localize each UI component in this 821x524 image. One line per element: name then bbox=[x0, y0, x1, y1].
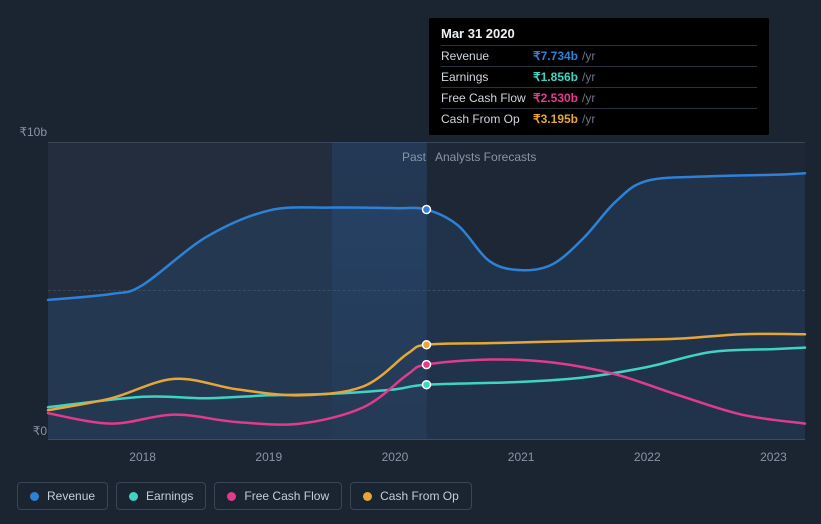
legend-swatch bbox=[129, 492, 138, 501]
y-axis-tick-max: ₹10b bbox=[19, 125, 47, 139]
tooltip-row: Revenue₹7.734b/yr bbox=[441, 45, 757, 66]
x-axis-tick: 2019 bbox=[255, 450, 282, 464]
x-axis-tick: 2020 bbox=[382, 450, 409, 464]
legend-item-fcf[interactable]: Free Cash Flow bbox=[214, 482, 342, 510]
legend-swatch bbox=[363, 492, 372, 501]
tooltip-row-value: ₹2.530b bbox=[533, 91, 578, 105]
legend-label: Free Cash Flow bbox=[244, 489, 329, 503]
x-axis-tick: 2023 bbox=[760, 450, 787, 464]
legend: Revenue Earnings Free Cash Flow Cash From O… bbox=[17, 482, 472, 510]
marker-revenue bbox=[423, 206, 431, 214]
tooltip-row: Cash From Op₹3.195b/yr bbox=[441, 108, 757, 129]
tooltip-date: Mar 31 2020 bbox=[441, 26, 757, 45]
marker-earnings bbox=[423, 381, 431, 389]
tooltip-row-label: Free Cash Flow bbox=[441, 91, 533, 105]
legend-label: Revenue bbox=[47, 489, 95, 503]
tooltip-row-value: ₹1.856b bbox=[533, 70, 578, 84]
tooltip-row-unit: /yr bbox=[582, 70, 595, 84]
legend-swatch bbox=[30, 492, 39, 501]
tooltip-row-label: Cash From Op bbox=[441, 112, 533, 126]
tooltip-row: Earnings₹1.856b/yr bbox=[441, 66, 757, 87]
financials-line-chart: ₹10b ₹0 Past Analysts Forecasts 20182019… bbox=[17, 12, 805, 510]
tooltip-row-unit: /yr bbox=[582, 49, 595, 63]
y-axis-tick-min: ₹0 bbox=[33, 424, 47, 438]
marker-fcf bbox=[423, 361, 431, 369]
tooltip: Mar 31 2020 Revenue₹7.734b/yrEarnings₹1.… bbox=[429, 18, 769, 135]
tooltip-row: Free Cash Flow₹2.530b/yr bbox=[441, 87, 757, 108]
tooltip-row-unit: /yr bbox=[582, 112, 595, 126]
x-axis-tick: 2018 bbox=[129, 450, 156, 464]
legend-swatch bbox=[227, 492, 236, 501]
x-axis-tick: 2021 bbox=[508, 450, 535, 464]
legend-label: Cash From Op bbox=[380, 489, 459, 503]
legend-item-earnings[interactable]: Earnings bbox=[116, 482, 206, 510]
tooltip-row-value: ₹7.734b bbox=[533, 49, 578, 63]
tooltip-row-value: ₹3.195b bbox=[533, 112, 578, 126]
chart-svg bbox=[48, 142, 805, 440]
legend-item-cfo[interactable]: Cash From Op bbox=[350, 482, 472, 510]
marker-cfo bbox=[423, 341, 431, 349]
tooltip-row-label: Earnings bbox=[441, 70, 533, 84]
x-axis-tick: 2022 bbox=[634, 450, 661, 464]
tooltip-row-label: Revenue bbox=[441, 49, 533, 63]
tooltip-row-unit: /yr bbox=[582, 91, 595, 105]
legend-label: Earnings bbox=[146, 489, 193, 503]
legend-item-revenue[interactable]: Revenue bbox=[17, 482, 108, 510]
